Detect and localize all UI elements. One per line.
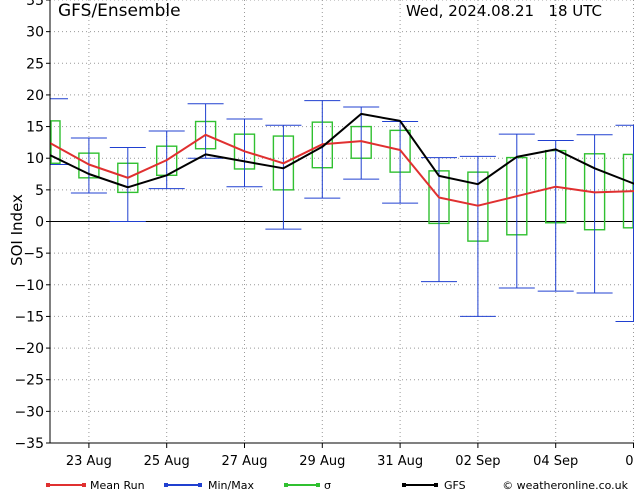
grid-lines [50,0,634,443]
y-tick-label: 5 [35,183,44,199]
y-tick-label: 20 [26,88,44,104]
x-tick-label: 31 Aug [377,454,423,469]
legend-label-mean-run: Mean Run [90,479,145,490]
y-tick-label: 30 [26,25,44,41]
chart-title: GFS/Ensemble [58,1,181,21]
y-tick-labels: −35 −30 −25 −20 −15 −10 −5 0 5 10 15 20 25 30 35 [14,0,50,452]
run-datetime: Wed, 2024.08.21 18 UTC [406,2,602,20]
y-tick-label: 10 [26,151,44,167]
x-tick-label: 29 Aug [299,454,345,469]
y-tick-label: 35 [26,0,44,9]
series-lines [49,112,634,207]
x-tick-labels: 23 Aug 25 Aug 27 Aug 29 Aug 31 Aug 02 Sep 04 S… [66,443,634,469]
x-tick-label: 25 Aug [144,454,190,469]
x-tick-label: 27 Aug [221,454,267,469]
legend-label-sigma: σ [324,479,331,490]
legend-item-gfs: GFS [402,479,466,490]
copyright-text: © weatheronline.co.uk [502,479,628,490]
y-tick-label: 0 [35,215,44,231]
y-tick-label: −10 [14,278,44,294]
legend-label-gfs: GFS [444,479,466,490]
legend-item-mean-run: Mean Run [46,479,145,490]
x-tick-label: 23 Aug [66,454,112,469]
y-tick-label: −5 [23,246,44,262]
legend-item-sigma: σ [284,479,331,490]
legend-label-min-max: Min/Max [208,479,254,490]
y-tick-label: −30 [14,404,44,420]
y-tick-label: −25 [14,373,44,389]
legend: Mean Run Min/Max σ GFS © weatheronline.c… [46,479,629,490]
y-axis-label: SOI Index [8,194,26,266]
x-tick-label: 04 Sep [533,454,578,469]
y-tick-label: −20 [14,341,44,357]
legend-item-min-max: Min/Max [164,479,254,490]
y-tick-label: 25 [26,56,44,72]
series-line-mean-run [49,133,634,207]
sigma-box [50,120,61,164]
y-tick-label: −35 [14,436,44,452]
x-tick-label: 02 Sep [455,454,500,469]
y-tick-label: 15 [26,120,44,136]
sigma-boxes [50,120,634,242]
series-line-gfs [49,112,634,189]
y-tick-label: −15 [14,309,44,325]
x-tick-label: 06 [625,454,634,469]
